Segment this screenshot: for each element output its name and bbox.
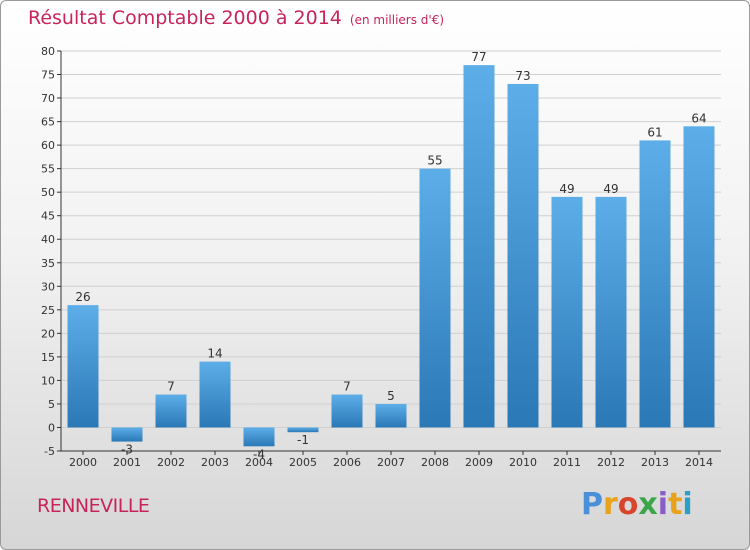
place-name: RENNEVILLE [37, 495, 150, 517]
x-tick-label: 2014 [685, 456, 713, 469]
bar [463, 65, 495, 428]
x-tick-label: 2009 [465, 456, 493, 469]
y-tick-label: 55 [41, 163, 55, 176]
y-tick-label: 0 [48, 421, 55, 434]
x-tick-label: 2007 [377, 456, 405, 469]
logo-letter: r [603, 487, 618, 522]
bar [155, 394, 187, 428]
data-label: 61 [647, 125, 662, 139]
data-label: 5 [387, 389, 395, 403]
logo-letter: i [682, 487, 693, 522]
y-tick-label: 40 [41, 233, 55, 246]
x-tick-label: 2006 [333, 456, 361, 469]
data-label: -3 [121, 443, 133, 457]
y-tick-label: 10 [41, 374, 55, 387]
chart-title-unit: (en milliers d'€) [349, 13, 445, 27]
data-label: 73 [515, 69, 530, 83]
bar [639, 140, 671, 428]
x-tick-label: 2004 [245, 456, 273, 469]
bar [111, 427, 143, 442]
data-label: -4 [253, 447, 265, 461]
x-tick-label: 2010 [509, 456, 537, 469]
bar [375, 403, 407, 428]
logo-letter: x [638, 487, 658, 522]
y-tick-label: 35 [41, 257, 55, 270]
x-tick-label: 2011 [553, 456, 581, 469]
logo-letter: t [668, 487, 683, 522]
y-tick-label: -5 [44, 445, 55, 458]
bar [287, 427, 319, 433]
bar [419, 168, 451, 428]
logo-letter: i [657, 487, 669, 522]
logo-letter: P [581, 487, 603, 522]
proxiti-logo: Proxiti [581, 487, 693, 522]
data-label: 77 [471, 50, 486, 64]
y-tick-label: 60 [41, 139, 55, 152]
data-label: 55 [427, 154, 442, 168]
x-tick-label: 2000 [69, 456, 97, 469]
data-label: 14 [207, 347, 222, 361]
bar [507, 83, 539, 428]
y-tick-label: 75 [41, 69, 55, 82]
y-tick-label: 15 [41, 351, 55, 364]
data-label: 64 [691, 111, 706, 125]
y-tick-label: 65 [41, 116, 55, 129]
bar [551, 196, 583, 428]
x-tick-label: 2008 [421, 456, 449, 469]
chart-title: Résultat Comptable 2000 à 2014 (en millie… [28, 7, 444, 29]
data-label: 7 [343, 380, 351, 394]
bar [595, 196, 627, 428]
y-tick-label: 45 [41, 210, 55, 223]
y-tick-label: 5 [48, 398, 55, 411]
data-label: -1 [297, 433, 309, 447]
bar [67, 305, 99, 428]
y-tick-label: 80 [41, 45, 55, 58]
data-label: 26 [75, 290, 90, 304]
bar [199, 361, 231, 428]
x-tick-label: 2005 [289, 456, 317, 469]
data-label: 49 [603, 182, 618, 196]
y-tick-label: 50 [41, 186, 55, 199]
x-tick-label: 2003 [201, 456, 229, 469]
data-label: 7 [167, 380, 175, 394]
y-tick-label: 20 [41, 327, 55, 340]
y-tick-label: 70 [41, 92, 55, 105]
bar [331, 394, 363, 428]
x-tick-label: 2012 [597, 456, 625, 469]
chart-title-main: Résultat Comptable 2000 à 2014 [28, 7, 342, 29]
bar [683, 126, 715, 428]
x-tick-label: 2013 [641, 456, 669, 469]
x-tick-label: 2002 [157, 456, 185, 469]
logo-letter: o [617, 487, 639, 522]
bar [243, 427, 275, 447]
data-label: 49 [559, 182, 574, 196]
x-tick-label: 2001 [113, 456, 141, 469]
y-tick-label: 30 [41, 280, 55, 293]
y-tick-label: 25 [41, 304, 55, 317]
